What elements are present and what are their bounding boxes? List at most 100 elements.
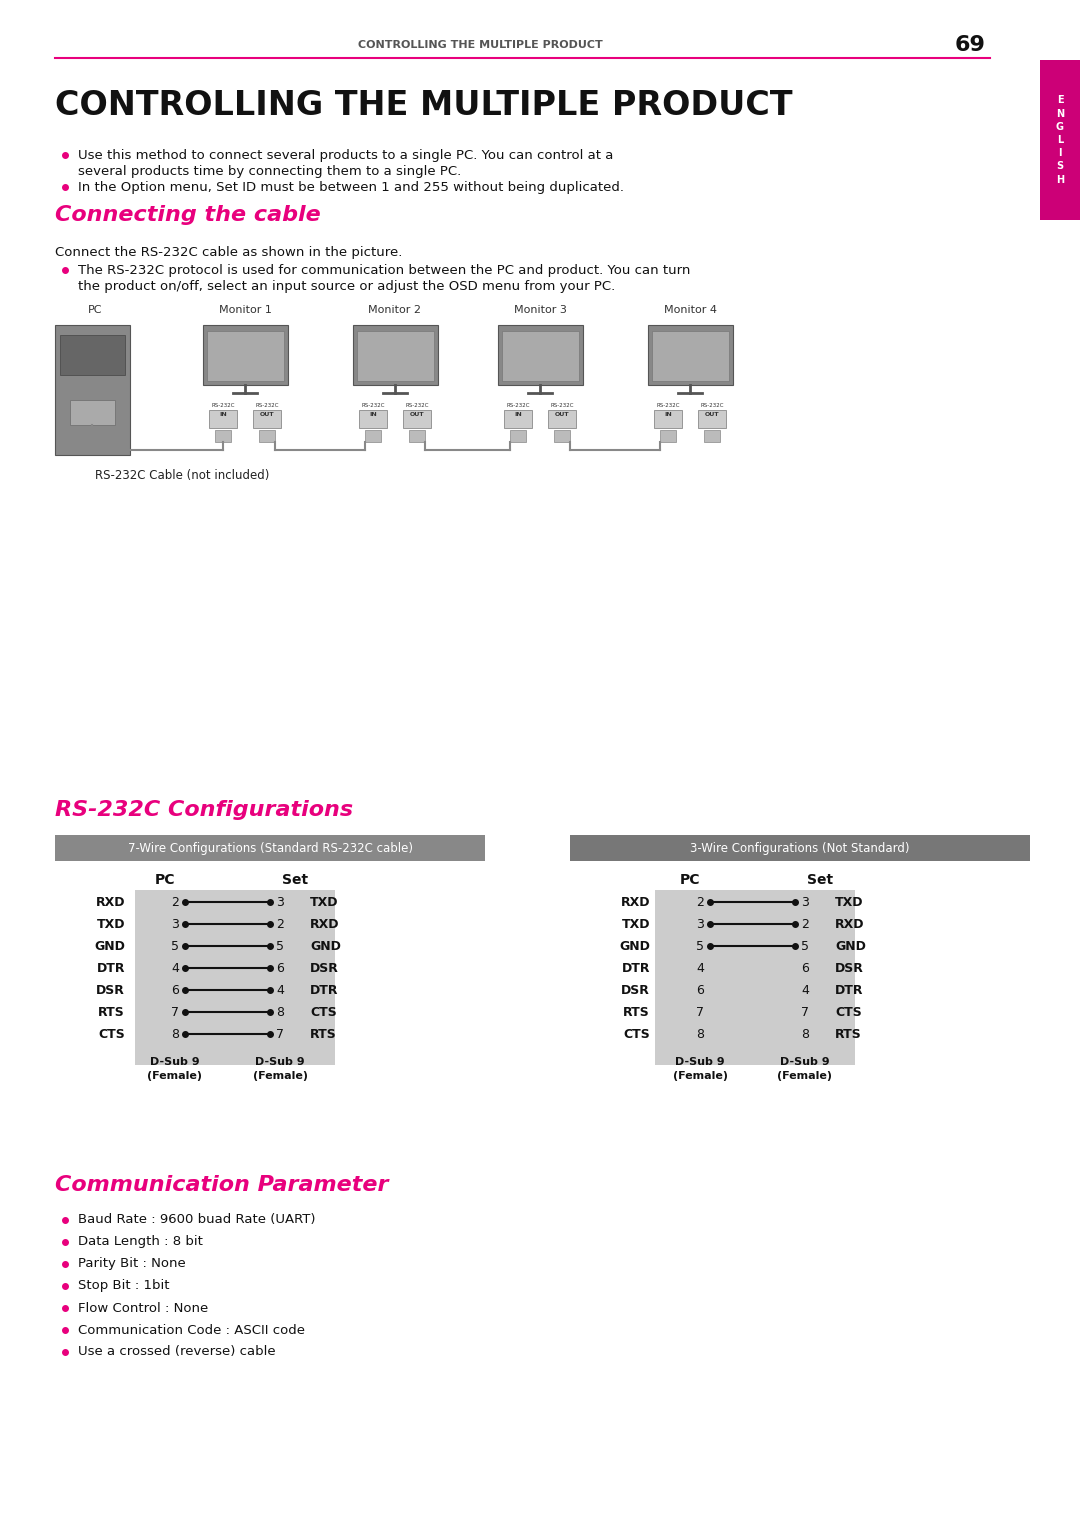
FancyBboxPatch shape: [357, 331, 434, 381]
Text: 4: 4: [171, 962, 179, 974]
Text: 2: 2: [171, 896, 179, 908]
FancyBboxPatch shape: [203, 325, 288, 386]
Text: 2: 2: [697, 896, 704, 908]
Text: DTR: DTR: [835, 983, 864, 997]
Text: CTS: CTS: [98, 1027, 125, 1041]
Text: OUT: OUT: [260, 411, 274, 416]
Text: 3: 3: [276, 896, 284, 908]
Text: Monitor 1: Monitor 1: [218, 305, 271, 315]
Text: 5: 5: [171, 939, 179, 952]
FancyBboxPatch shape: [55, 325, 130, 456]
Text: (Female): (Female): [778, 1071, 833, 1081]
FancyBboxPatch shape: [359, 410, 387, 428]
Text: Monitor 2: Monitor 2: [368, 305, 421, 315]
Text: Set: Set: [282, 873, 308, 887]
Text: RTS: RTS: [310, 1027, 337, 1041]
Text: OUT: OUT: [555, 411, 569, 416]
Text: D-Sub 9: D-Sub 9: [675, 1058, 725, 1067]
Text: 4: 4: [276, 983, 284, 997]
Text: Use a crossed (reverse) cable: Use a crossed (reverse) cable: [78, 1346, 275, 1358]
Text: IN: IN: [514, 411, 522, 416]
FancyBboxPatch shape: [548, 410, 576, 428]
Text: 4: 4: [801, 983, 809, 997]
Text: DSR: DSR: [96, 983, 125, 997]
Text: 7: 7: [696, 1006, 704, 1018]
Text: Flow Control : None: Flow Control : None: [78, 1301, 208, 1315]
FancyBboxPatch shape: [504, 410, 532, 428]
Text: Communication Parameter: Communication Parameter: [55, 1175, 389, 1195]
Text: RXD: RXD: [310, 917, 339, 931]
Text: RS-232C: RS-232C: [700, 402, 724, 407]
Text: 3: 3: [801, 896, 809, 908]
Text: RTS: RTS: [623, 1006, 650, 1018]
Text: GND: GND: [619, 939, 650, 952]
Text: several products time by connecting them to a single PC.: several products time by connecting them…: [78, 165, 461, 177]
Text: RS-232C: RS-232C: [507, 402, 530, 407]
Text: (Female): (Female): [253, 1071, 308, 1081]
FancyBboxPatch shape: [1040, 59, 1080, 219]
Text: DSR: DSR: [310, 962, 339, 974]
Text: 8: 8: [276, 1006, 284, 1018]
Text: TXD: TXD: [621, 917, 650, 931]
Text: 5: 5: [276, 939, 284, 952]
Text: Data Length : 8 bit: Data Length : 8 bit: [78, 1236, 203, 1248]
FancyBboxPatch shape: [259, 430, 275, 442]
Text: E
N
G
L
I
S
H: E N G L I S H: [1056, 96, 1064, 184]
FancyBboxPatch shape: [253, 410, 281, 428]
FancyBboxPatch shape: [554, 430, 570, 442]
Text: RS-232C: RS-232C: [405, 402, 429, 407]
Text: 69: 69: [954, 35, 985, 55]
Text: RS-232C: RS-232C: [212, 402, 234, 407]
FancyBboxPatch shape: [409, 430, 426, 442]
Text: TXD: TXD: [835, 896, 864, 908]
FancyBboxPatch shape: [654, 890, 855, 1065]
Text: Monitor 4: Monitor 4: [663, 305, 716, 315]
Text: IN: IN: [219, 411, 227, 416]
Text: IN: IN: [369, 411, 377, 416]
FancyBboxPatch shape: [698, 410, 726, 428]
Text: RS-232C: RS-232C: [361, 402, 384, 407]
Text: Connect the RS-232C cable as shown in the picture.: Connect the RS-232C cable as shown in th…: [55, 245, 403, 259]
Text: (Female): (Female): [673, 1071, 728, 1081]
Text: 7: 7: [801, 1006, 809, 1018]
Text: DTR: DTR: [310, 983, 338, 997]
Text: CONTROLLING THE MULTIPLE PRODUCT: CONTROLLING THE MULTIPLE PRODUCT: [357, 40, 603, 50]
Text: PC: PC: [679, 873, 700, 887]
Text: 2: 2: [801, 917, 809, 931]
Text: RXD: RXD: [835, 917, 864, 931]
Text: Connecting the cable: Connecting the cable: [55, 206, 321, 226]
Text: DSR: DSR: [835, 962, 864, 974]
Text: 5: 5: [696, 939, 704, 952]
FancyBboxPatch shape: [498, 325, 583, 386]
FancyBboxPatch shape: [660, 430, 676, 442]
Text: 4: 4: [697, 962, 704, 974]
FancyBboxPatch shape: [704, 430, 720, 442]
FancyBboxPatch shape: [210, 410, 237, 428]
FancyBboxPatch shape: [207, 331, 284, 381]
Text: TXD: TXD: [96, 917, 125, 931]
Text: RTS: RTS: [835, 1027, 862, 1041]
Text: 8: 8: [696, 1027, 704, 1041]
Text: Monitor 3: Monitor 3: [514, 305, 566, 315]
FancyBboxPatch shape: [652, 331, 729, 381]
Text: The RS-232C protocol is used for communication between the PC and product. You c: The RS-232C protocol is used for communi…: [78, 264, 690, 276]
Text: GND: GND: [310, 939, 341, 952]
FancyBboxPatch shape: [510, 430, 526, 442]
FancyBboxPatch shape: [403, 410, 431, 428]
Text: PC: PC: [87, 305, 103, 315]
Text: RS-232C: RS-232C: [550, 402, 573, 407]
Text: 7: 7: [171, 1006, 179, 1018]
Text: 6: 6: [276, 962, 284, 974]
Text: 5: 5: [801, 939, 809, 952]
Text: CTS: CTS: [310, 1006, 337, 1018]
FancyBboxPatch shape: [215, 430, 231, 442]
Text: 2: 2: [276, 917, 284, 931]
Text: 3: 3: [697, 917, 704, 931]
Text: RXD: RXD: [95, 896, 125, 908]
Text: Use this method to connect several products to a single PC. You can control at a: Use this method to connect several produ…: [78, 148, 613, 162]
Text: 8: 8: [171, 1027, 179, 1041]
Text: 8: 8: [801, 1027, 809, 1041]
Text: Communication Code : ASCII code: Communication Code : ASCII code: [78, 1323, 305, 1337]
Text: D-Sub 9: D-Sub 9: [780, 1058, 829, 1067]
Text: RS-232C Configurations: RS-232C Configurations: [55, 800, 353, 820]
